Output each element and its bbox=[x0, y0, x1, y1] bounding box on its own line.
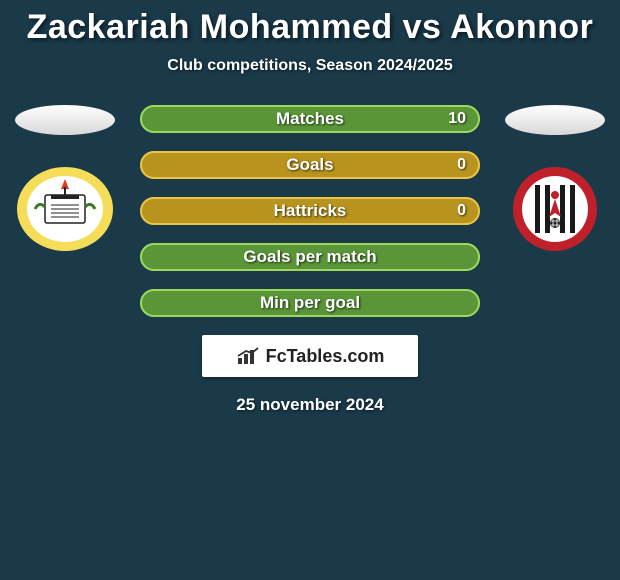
left-player-photo bbox=[15, 105, 115, 135]
stat-label: Goals bbox=[286, 155, 333, 175]
stat-value-right: 0 bbox=[457, 156, 466, 174]
right-side bbox=[500, 105, 610, 253]
right-club-crest bbox=[505, 165, 605, 253]
date-text: 25 november 2024 bbox=[236, 395, 383, 415]
left-club-crest bbox=[15, 165, 115, 253]
stat-bar: Matches 10 bbox=[140, 105, 480, 133]
page-title: Zackariah Mohammed vs Akonnor bbox=[0, 8, 620, 47]
stat-value-right: 0 bbox=[457, 202, 466, 220]
stat-label: Min per goal bbox=[260, 293, 360, 313]
stat-bar: Goals per match bbox=[140, 243, 480, 271]
left-side bbox=[10, 105, 120, 253]
stat-label: Goals per match bbox=[243, 247, 376, 267]
brand-badge: FcTables.com bbox=[202, 335, 418, 377]
brand-chart-icon bbox=[236, 346, 262, 366]
stat-bar: Goals 0 bbox=[140, 151, 480, 179]
stat-label: Hattricks bbox=[274, 201, 347, 221]
stat-bar: Hattricks 0 bbox=[140, 197, 480, 225]
brand-text: FcTables.com bbox=[266, 346, 385, 367]
stats-column: Matches 10 Goals 0 Hattricks 0 Goals per match… bbox=[140, 105, 480, 317]
comparison-layout: Matches 10 Goals 0 Hattricks 0 Goals per match… bbox=[0, 105, 620, 317]
stat-label: Matches bbox=[276, 109, 344, 129]
right-player-photo bbox=[505, 105, 605, 135]
stat-value-right: 10 bbox=[448, 110, 466, 128]
footer: FcTables.com 25 november 2024 bbox=[0, 335, 620, 415]
stat-bar: Min per goal bbox=[140, 289, 480, 317]
subtitle: Club competitions, Season 2024/2025 bbox=[0, 57, 620, 75]
